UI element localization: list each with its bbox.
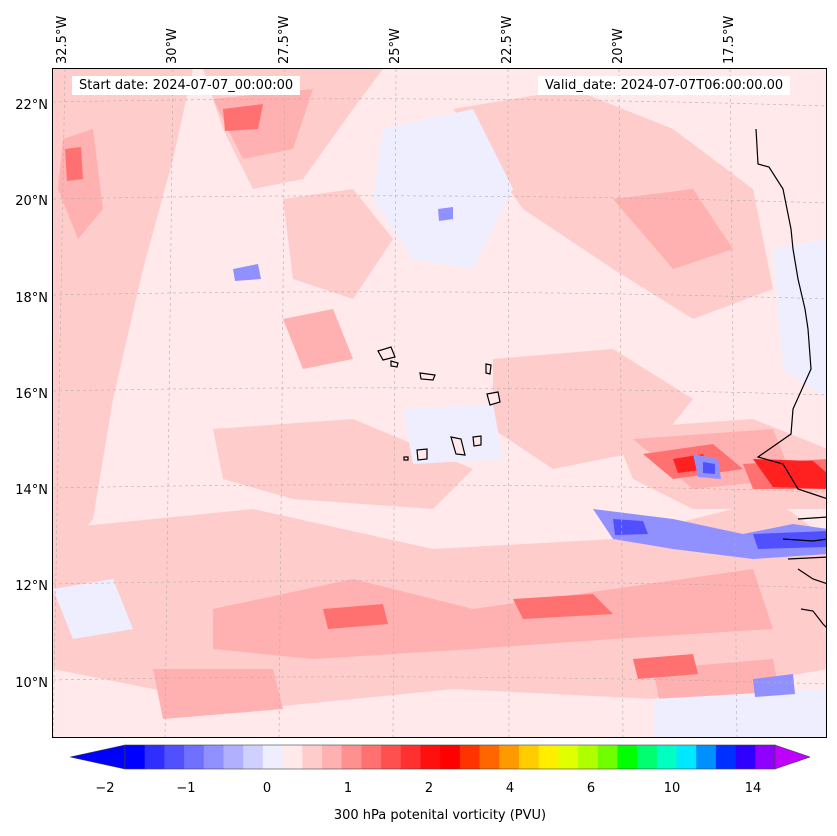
cb-tick-2: 2 — [424, 781, 434, 796]
colorbar-swatch — [321, 745, 343, 769]
colorbar-swatch — [440, 745, 461, 769]
colorbar-swatch — [715, 745, 737, 769]
colorbar-swatch — [243, 745, 264, 769]
lat-label-12n: 12°N — [15, 579, 48, 594]
lat-label-10n: 10°N — [15, 676, 48, 691]
colorbar-swatch — [696, 745, 717, 769]
colorbar-swatch — [637, 745, 658, 769]
lat-label-18n: 18°N — [15, 291, 48, 306]
colorbar-swatch — [400, 745, 421, 769]
lat-label-16n: 16°N — [15, 387, 48, 402]
graticule — [53, 69, 826, 737]
lon-label-22-5w: 22.5°W — [500, 15, 515, 64]
lon-label-20w: 20°W — [611, 28, 626, 64]
colorbar-swatch — [302, 745, 323, 769]
lon-label-17-5w: 17.5°W — [722, 15, 737, 64]
colorbar-swatch — [420, 745, 441, 769]
colorbar-swatch — [144, 745, 165, 769]
colorbar-swatch — [459, 745, 480, 769]
lon-label-30w: 30°W — [165, 28, 180, 64]
valid-date-label: Valid_date: 2024-07-07T06:00:00.00 — [538, 76, 791, 95]
lat-label-14n: 14°N — [15, 483, 48, 498]
cb-tick-14: 14 — [744, 781, 762, 796]
colorbar-swatch — [262, 745, 283, 769]
lon-label-32-5w: 32.5°W — [55, 15, 70, 64]
cb-tick-0: 0 — [262, 781, 272, 796]
colorbar-under-extension — [70, 744, 126, 770]
coastline — [755, 128, 826, 628]
colorbar-swatch — [538, 745, 559, 769]
colorbar-swatch — [164, 745, 185, 769]
cb-tick-1: 1 — [343, 781, 353, 796]
colorbar-swatches — [70, 744, 810, 770]
colorbar-swatch — [184, 745, 205, 769]
colorbar-swatch — [735, 745, 756, 769]
colorbar-swatch — [479, 745, 500, 769]
colorbar-swatch — [381, 745, 402, 769]
start-date-label: Start date: 2024-07-07_00:00:00 — [72, 76, 301, 95]
colorbar-swatch — [125, 745, 146, 769]
colorbar-swatch — [203, 745, 224, 769]
lat-label-22n: 22°N — [15, 98, 48, 113]
colorbar-swatch — [597, 745, 618, 769]
cb-tick-6: 6 — [586, 781, 596, 796]
map-panel — [52, 68, 827, 738]
colorbar-swatch — [676, 745, 697, 769]
colorbar-swatch — [282, 745, 303, 769]
colorbar-swatch — [656, 745, 677, 769]
colorbar-swatch — [361, 745, 382, 769]
colorbar-swatch — [499, 745, 520, 769]
cb-tick-4: 4 — [505, 781, 515, 796]
colorbar-swatch — [617, 745, 638, 769]
colorbar-frame — [124, 744, 776, 770]
colorbar-swatch — [341, 745, 362, 769]
colorbar-swatch — [223, 745, 244, 769]
colorbar-label: 300 hPa potenital vorticity (PVU) — [333, 808, 547, 823]
colorbar-swatch — [558, 745, 579, 769]
colorbar-swatch — [755, 745, 776, 769]
colorbar-swatch — [518, 745, 540, 769]
potential-vorticity-field — [53, 69, 826, 737]
lat-label-20n: 20°N — [15, 194, 48, 209]
lon-label-27-5w: 27.5°W — [277, 15, 292, 64]
pv-pale-blue-regions — [53, 109, 826, 737]
cape-verde-islands — [377, 346, 501, 461]
cb-tick-10: 10 — [663, 781, 681, 796]
colorbar-swatch — [578, 745, 599, 769]
colorbar-over-extension — [774, 744, 810, 770]
cb-tick-neg1: −1 — [176, 781, 196, 796]
cb-tick-neg2: −2 — [95, 781, 115, 796]
lon-label-25w: 25°W — [388, 28, 403, 64]
colorbar — [70, 744, 810, 770]
